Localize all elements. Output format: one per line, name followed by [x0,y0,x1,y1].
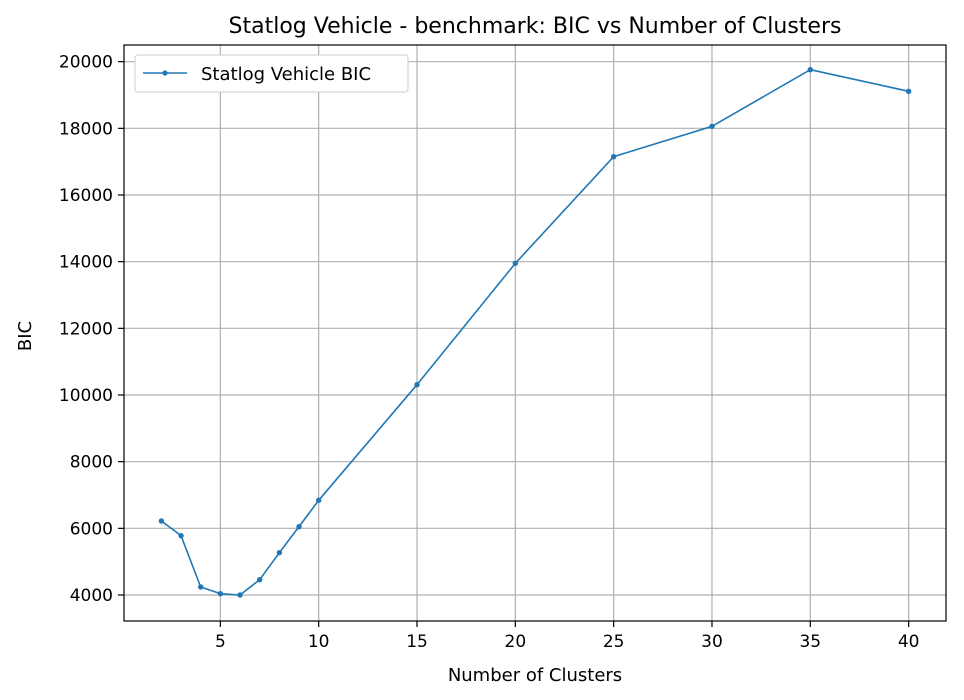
data-point [256,576,263,583]
grid [124,45,946,621]
data-point [217,590,224,597]
data-point [237,592,243,598]
y-tick-label: 4000 [70,586,113,606]
plot-frame [123,44,947,622]
y-tick-label: 14000 [59,253,113,273]
legend-marker-icon [162,70,168,76]
x-tick-label: 30 [701,632,723,652]
data-point [315,497,322,504]
ticks: 5 10 15 20 25 30 35 40 4000 6000 8000 10000 12000 140… [59,53,920,652]
y-tick-label: 8000 [70,453,113,473]
series-layer [158,66,912,598]
x-tick-label: 20 [505,632,527,652]
legend-label: Statlog Vehicle BIC [201,64,371,85]
x-tick-label: 35 [799,632,821,652]
data-point [610,153,617,160]
legend: Statlog Vehicle BIC [134,54,409,93]
y-tick-label: 6000 [70,519,113,539]
data-point [276,549,283,556]
y-tick-label: 16000 [59,186,113,206]
data-point [197,584,204,590]
y-axis-label: BIC [15,321,36,351]
y-tick-label: 12000 [59,319,113,339]
data-point [807,66,814,73]
chart-title: Statlog Vehicle - benchmark: BIC vs Numb… [229,14,842,39]
data-point [709,123,715,130]
data-point [512,260,519,267]
y-tick-label: 10000 [59,386,113,406]
x-tick-label: 10 [308,632,330,652]
x-tick-label: 40 [898,632,920,652]
y-tick-label: 20000 [59,53,113,73]
data-point [296,523,302,530]
x-axis-label: Number of Clusters [448,665,622,686]
y-tick-label: 18000 [59,119,113,139]
x-tick-label: 25 [603,632,625,652]
data-point [905,88,912,95]
data-point [158,518,165,524]
x-tick-label: 5 [215,632,226,652]
data-point [178,532,184,539]
x-tick-label: 15 [406,632,428,652]
legend-box [134,54,409,93]
data-point [414,381,420,388]
